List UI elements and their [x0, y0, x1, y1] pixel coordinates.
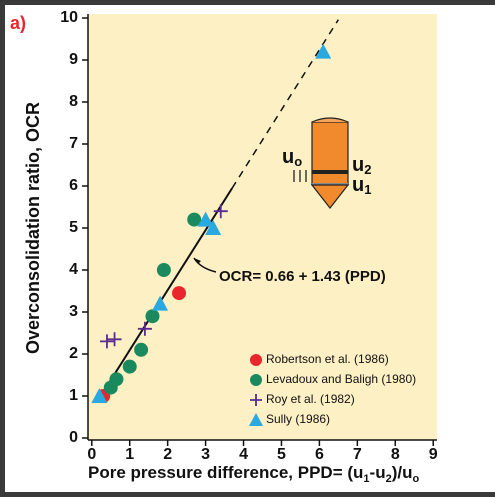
- y-tick-label: 6: [69, 177, 78, 194]
- plot-area: [88, 14, 437, 440]
- panel-label: a): [10, 13, 26, 33]
- y-tick-label: 2: [69, 345, 78, 362]
- filter-u2: [312, 170, 348, 174]
- marker: [197, 211, 214, 227]
- x-tick-label: 3: [201, 446, 210, 463]
- marker: [187, 212, 202, 227]
- pressure-arrows: [293, 170, 307, 182]
- y-tick-label: 3: [69, 303, 78, 320]
- x-label-part: 2: [386, 473, 392, 485]
- x-tick-label: 1: [125, 446, 134, 463]
- x-tick-label: 7: [353, 446, 362, 463]
- probe-top: [311, 117, 349, 123]
- x-tick-label: 0: [87, 446, 96, 463]
- x-label-part: o: [412, 473, 419, 485]
- marker: [152, 295, 169, 311]
- y-tick-label: 4: [69, 261, 78, 278]
- probe-label-base: u: [352, 154, 364, 176]
- x-tick-label: 4: [239, 446, 248, 463]
- marker: [91, 388, 108, 403]
- probe-label-base: u: [352, 174, 364, 196]
- y-tick-label: 7: [69, 135, 78, 152]
- y-tick-label: 8: [69, 93, 78, 110]
- legend-label: Robertson et al. (1986): [266, 352, 389, 366]
- y-tick-label: 1: [69, 387, 78, 404]
- probe-body: [311, 121, 349, 186]
- x-tick-label: 9: [429, 446, 438, 463]
- y-axis-label: Overconsolidation ratio, OCR: [23, 102, 43, 354]
- marker: [315, 43, 332, 59]
- marker: [249, 413, 263, 426]
- legend-label: Roy et al. (1982): [266, 392, 355, 406]
- marker: [172, 286, 187, 301]
- x-label-part: Pore pressure difference, PPD= (u: [88, 463, 363, 482]
- arrow-head: [194, 258, 201, 264]
- x-tick-label: 8: [391, 446, 400, 463]
- probe-label-sub: 1: [364, 182, 371, 197]
- marker: [109, 372, 124, 387]
- legend-label: Sully (1986): [266, 412, 330, 426]
- probe-label-sub: 2: [364, 162, 371, 177]
- y-tick-label: 0: [69, 429, 78, 446]
- marker: [137, 321, 152, 336]
- y-tick-label: 9: [69, 51, 78, 68]
- probe-label: u1: [352, 174, 371, 197]
- x-label-part: 1: [363, 473, 369, 485]
- x-tick-label: 6: [315, 446, 324, 463]
- marker: [122, 359, 137, 374]
- marker: [107, 332, 122, 347]
- marker: [145, 309, 160, 324]
- x-tick-label: 5: [277, 446, 286, 463]
- legend-label: Levadoux and Baligh (1980): [266, 372, 416, 386]
- x-tick-label: 2: [163, 446, 172, 463]
- probe-label: uo: [282, 146, 302, 169]
- annotation: OCR= 0.66 + 1.43 (PPD): [219, 268, 386, 285]
- probe: [293, 117, 350, 209]
- probe-label: u2: [352, 154, 371, 177]
- probe-tip: [310, 184, 350, 209]
- probe-label-sub: o: [294, 154, 302, 169]
- marker: [205, 220, 222, 235]
- y-tick-label: 5: [69, 219, 78, 236]
- y-tick-label: 10: [60, 9, 78, 26]
- marker: [250, 394, 262, 406]
- x-axis-label: Pore pressure difference, PPD= (u1-u2)/u…: [88, 463, 419, 484]
- marker: [134, 342, 149, 357]
- marker: [99, 334, 114, 349]
- marker: [250, 374, 262, 386]
- x-label-part: )/u: [392, 463, 413, 482]
- marker: [156, 263, 171, 277]
- marker: [213, 204, 228, 219]
- marker: [250, 354, 262, 366]
- x-label-part: -u: [370, 463, 386, 482]
- probe-label-base: u: [282, 146, 294, 168]
